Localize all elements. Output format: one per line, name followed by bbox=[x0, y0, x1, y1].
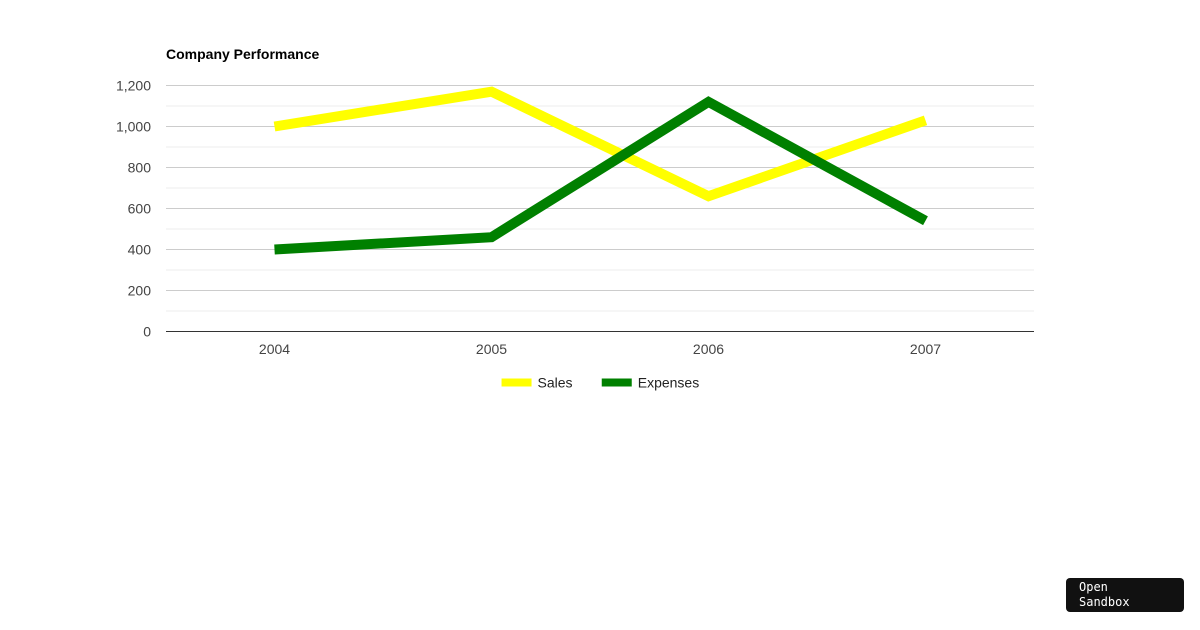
x-tick-label: 2004 bbox=[259, 341, 290, 357]
x-tick-label: 2006 bbox=[693, 341, 724, 357]
legend-label-sales: Sales bbox=[538, 375, 573, 391]
y-tick-label: 1,200 bbox=[116, 78, 151, 94]
y-tick-label: 200 bbox=[128, 283, 152, 299]
y-tick-label: 400 bbox=[128, 242, 152, 258]
x-tick-label: 2005 bbox=[476, 341, 507, 357]
legend-label-expenses: Expenses bbox=[638, 375, 699, 391]
y-tick-label: 0 bbox=[143, 324, 151, 340]
y-tick-label: 800 bbox=[128, 160, 152, 176]
legend: Sales Expenses bbox=[501, 375, 699, 391]
chart-title: Company Performance bbox=[166, 46, 319, 62]
series-line-expenses bbox=[274, 96, 928, 255]
y-tick-label: 600 bbox=[128, 201, 152, 217]
axis-layer: 0 200 400 600 800 1,000 1,200 2004 2005 2006 2007 bbox=[116, 78, 1034, 357]
y-tick-label: 1,000 bbox=[116, 119, 151, 135]
x-tick-label: 2007 bbox=[910, 341, 941, 357]
series-layer bbox=[273, 86, 928, 255]
legend-swatch-expenses bbox=[601, 378, 632, 387]
open-sandbox-button[interactable]: Open Sandbox bbox=[1066, 578, 1184, 612]
legend-swatch-sales bbox=[501, 378, 532, 387]
series-line-sales bbox=[273, 86, 928, 202]
